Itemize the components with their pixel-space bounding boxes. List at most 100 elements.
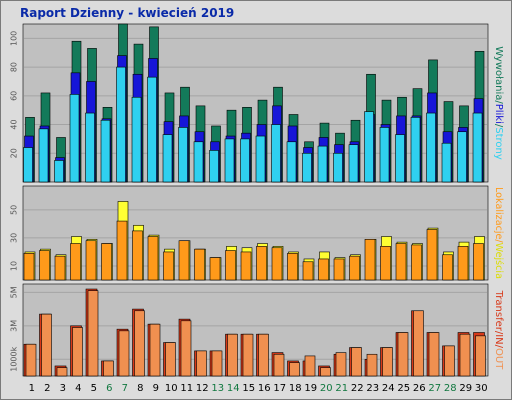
y-tick-label: 30	[10, 233, 19, 243]
y-tick-label: 50	[10, 205, 19, 215]
bar-pages	[240, 138, 250, 183]
bar-pages	[410, 117, 421, 183]
bar-pages	[426, 112, 436, 183]
y-tick-label: 60	[10, 91, 19, 101]
bar-transfer-out	[273, 353, 285, 377]
chart-title: Raport Dzienny - kwiecień 2019	[20, 6, 235, 20]
bar-transfer-out	[180, 320, 192, 377]
bar-pages	[23, 147, 33, 183]
day-label: 23	[366, 383, 379, 394]
bar-sites	[225, 250, 236, 281]
day-label: 19	[304, 383, 317, 394]
bar-transfer-out	[41, 313, 52, 377]
bar-transfer-out	[444, 345, 455, 377]
bar-transfer-out	[413, 310, 424, 377]
bar-pages	[131, 96, 142, 183]
day-label: 17	[273, 383, 286, 394]
right-axis-label: Lokalizacje/Wejścia	[493, 187, 505, 279]
bar-sites	[70, 243, 81, 281]
bar-sites	[318, 258, 329, 281]
bar-pages	[100, 119, 111, 183]
bar-pages	[348, 144, 359, 183]
bar-sites	[287, 253, 298, 281]
bar-transfer-out	[56, 367, 68, 377]
bar-pages	[69, 94, 80, 183]
day-label: 29	[459, 383, 472, 394]
bar-sites	[442, 254, 453, 281]
bar-sites	[302, 261, 314, 281]
bar-pages	[85, 112, 95, 183]
bar-transfer-out	[304, 355, 316, 377]
day-label: 26	[413, 383, 426, 394]
bar-transfer-out	[118, 330, 130, 377]
day-label: 30	[475, 383, 488, 394]
bar-sites	[411, 244, 422, 281]
bar-transfer-out	[242, 333, 254, 377]
day-label: 12	[196, 383, 209, 394]
bar-sites	[395, 243, 407, 281]
day-label: 9	[153, 383, 159, 394]
y-tick-label: 40	[10, 119, 19, 129]
bar-pages	[441, 142, 452, 183]
bar-sites	[85, 240, 97, 281]
day-label: 16	[258, 383, 271, 394]
bar-transfer-out	[289, 362, 300, 377]
bar-sites	[473, 243, 484, 281]
bar-sites	[132, 230, 143, 281]
bar-sites	[178, 240, 190, 281]
day-label: 2	[44, 383, 50, 394]
y-tick-label: 3M	[10, 320, 19, 332]
bar-transfer-out	[134, 310, 145, 377]
bar-pages	[472, 112, 483, 183]
bar-transfer-out	[72, 327, 83, 377]
bar-sites	[116, 220, 128, 281]
bar-sites	[364, 239, 376, 281]
day-label: 1	[29, 383, 35, 394]
bar-sites	[101, 243, 112, 281]
y-tick-label: 20	[10, 148, 19, 158]
bar-sites	[240, 251, 252, 281]
right-label-part: IN	[493, 334, 504, 344]
bar-transfer-out	[428, 332, 440, 377]
bar-pages	[209, 150, 219, 183]
bar-pages	[116, 66, 126, 183]
bar-transfer-out	[382, 347, 393, 377]
right-label-part: /	[493, 345, 504, 349]
bar-pages	[147, 76, 157, 183]
day-label: 5	[91, 383, 97, 394]
bar-pages	[54, 160, 64, 183]
day-label: 20	[320, 383, 333, 394]
day-label: 15	[242, 383, 255, 394]
bar-pages	[286, 141, 297, 183]
day-label: 4	[75, 383, 81, 394]
bar-pages	[38, 128, 49, 183]
bar-transfer-out	[335, 352, 347, 377]
bar-transfer-out	[227, 333, 238, 377]
bar-pages	[271, 124, 281, 183]
right-label-part: Strony	[493, 127, 504, 160]
bar-sites	[333, 258, 345, 281]
panel-hits	[22, 23, 489, 183]
panel-transfer	[22, 283, 489, 377]
day-label: 21	[335, 383, 348, 394]
bar-sites	[256, 246, 267, 281]
y-tick-label: 100	[10, 31, 19, 46]
day-label: 10	[165, 383, 178, 394]
y-tick-label: 10	[10, 261, 19, 271]
bar-pages	[302, 152, 312, 183]
bar-sites	[23, 253, 35, 281]
bar-transfer-out	[103, 360, 114, 377]
bar-pages	[395, 134, 405, 183]
right-label-part: OUT	[493, 348, 504, 370]
bar-sites	[194, 248, 205, 281]
right-label-part: Pliki	[493, 104, 504, 124]
bar-pages	[193, 141, 204, 183]
bar-sites	[271, 247, 283, 281]
day-label: 11	[180, 383, 193, 394]
day-label: 28	[444, 383, 457, 394]
bar-transfer-out	[320, 367, 331, 377]
day-label: 18	[289, 383, 302, 394]
day-label: 13	[211, 383, 224, 394]
y-tick-label: 80	[10, 62, 19, 72]
